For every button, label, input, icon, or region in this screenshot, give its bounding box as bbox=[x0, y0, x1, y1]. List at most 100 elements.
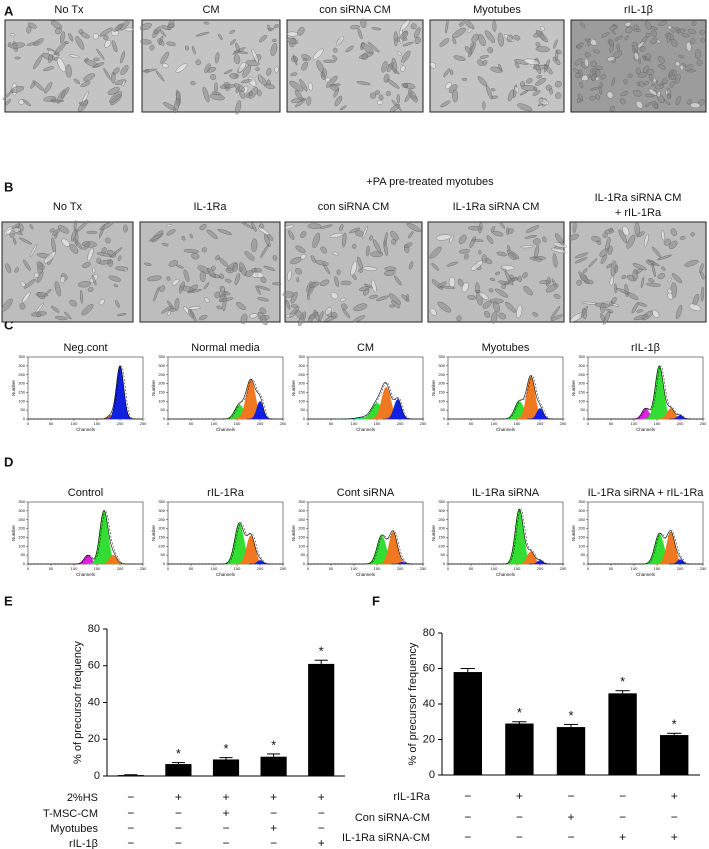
cell bbox=[381, 60, 388, 73]
cell bbox=[257, 311, 268, 326]
cell bbox=[651, 29, 657, 37]
cell bbox=[260, 277, 267, 283]
cell bbox=[235, 100, 242, 115]
cell bbox=[256, 89, 262, 97]
cell bbox=[471, 239, 484, 242]
cell bbox=[233, 54, 241, 65]
cell bbox=[161, 242, 169, 247]
cell bbox=[267, 24, 272, 32]
cell bbox=[341, 303, 348, 310]
cell bbox=[361, 53, 368, 60]
cell bbox=[33, 38, 44, 47]
cell bbox=[107, 87, 120, 95]
condition-mark: + bbox=[567, 810, 574, 824]
x-tick-label: 0 bbox=[447, 421, 450, 426]
y-tick-label: 300 bbox=[18, 508, 25, 513]
x-tick-label: 200 bbox=[397, 421, 404, 426]
cell bbox=[99, 221, 114, 231]
cell bbox=[598, 85, 603, 95]
cell bbox=[414, 36, 421, 45]
cell bbox=[211, 265, 216, 271]
cell bbox=[300, 231, 307, 238]
y-tick-label: 350 bbox=[438, 354, 445, 359]
cell bbox=[362, 226, 368, 239]
peak bbox=[105, 365, 135, 420]
cell bbox=[474, 289, 481, 293]
cell bbox=[149, 233, 164, 242]
image-caption: + rIL-1Ra bbox=[615, 207, 662, 219]
cell bbox=[204, 297, 210, 303]
cell bbox=[75, 36, 85, 50]
condition-mark: + bbox=[222, 806, 229, 820]
cell bbox=[636, 309, 644, 313]
y-tick-label: 50 bbox=[301, 552, 306, 557]
cell bbox=[91, 274, 97, 286]
cell bbox=[35, 292, 49, 297]
image-caption: No Tx bbox=[53, 201, 83, 213]
y-axis-label: Number bbox=[571, 380, 576, 397]
cell bbox=[255, 67, 260, 72]
cell bbox=[644, 102, 652, 107]
cell bbox=[579, 81, 584, 89]
cell bbox=[50, 99, 65, 103]
cell bbox=[459, 22, 464, 27]
cell bbox=[310, 255, 316, 263]
y-axis-label: % of precursor frequency bbox=[407, 642, 419, 765]
cell bbox=[574, 252, 589, 259]
cell bbox=[390, 104, 400, 112]
cell bbox=[111, 40, 118, 53]
cell bbox=[288, 230, 295, 240]
cell bbox=[401, 50, 411, 63]
cell bbox=[526, 78, 533, 84]
cell bbox=[175, 264, 184, 269]
significance-mark: * bbox=[672, 717, 677, 732]
cell bbox=[308, 313, 316, 322]
cell bbox=[533, 238, 541, 245]
cell bbox=[121, 80, 126, 87]
plot-frame bbox=[167, 501, 284, 565]
cell bbox=[372, 239, 382, 254]
x-tick-label: 0 bbox=[167, 566, 170, 571]
cell bbox=[376, 295, 390, 302]
y-tick-label: 350 bbox=[158, 354, 165, 359]
cell bbox=[199, 270, 206, 283]
cell bbox=[312, 48, 324, 60]
condition-mark: − bbox=[516, 830, 523, 844]
cell bbox=[506, 34, 513, 43]
x-tick-label: 250 bbox=[280, 566, 287, 571]
x-axis-label: Channels bbox=[636, 427, 656, 432]
cell bbox=[639, 46, 646, 52]
cell bbox=[162, 102, 177, 111]
cell bbox=[99, 27, 113, 37]
cell bbox=[336, 269, 341, 276]
envelope-dashed bbox=[309, 530, 425, 565]
cell bbox=[324, 307, 332, 316]
cell bbox=[112, 67, 120, 75]
cell bbox=[396, 51, 402, 56]
cell bbox=[360, 18, 367, 29]
cell bbox=[84, 57, 89, 62]
condition-mark: − bbox=[619, 789, 626, 803]
cell bbox=[607, 56, 616, 62]
cell bbox=[201, 247, 207, 253]
cell bbox=[467, 295, 476, 300]
cell bbox=[386, 79, 400, 89]
cell bbox=[650, 37, 658, 44]
cell bbox=[391, 300, 401, 309]
cell bbox=[260, 244, 269, 258]
condition-mark: − bbox=[464, 789, 471, 803]
cell bbox=[365, 245, 370, 257]
bar bbox=[453, 672, 482, 775]
envelope bbox=[308, 382, 423, 420]
cell bbox=[429, 62, 437, 69]
cell bbox=[505, 301, 516, 313]
y-tick-label: 350 bbox=[298, 354, 305, 359]
image-caption: IL-1Ra bbox=[193, 201, 227, 213]
cell bbox=[633, 314, 649, 321]
cell bbox=[263, 265, 276, 271]
cell bbox=[520, 84, 537, 91]
x-tick-label: 0 bbox=[27, 566, 30, 571]
condition-mark: + bbox=[671, 789, 678, 803]
cell bbox=[667, 87, 672, 98]
cell bbox=[60, 276, 66, 283]
